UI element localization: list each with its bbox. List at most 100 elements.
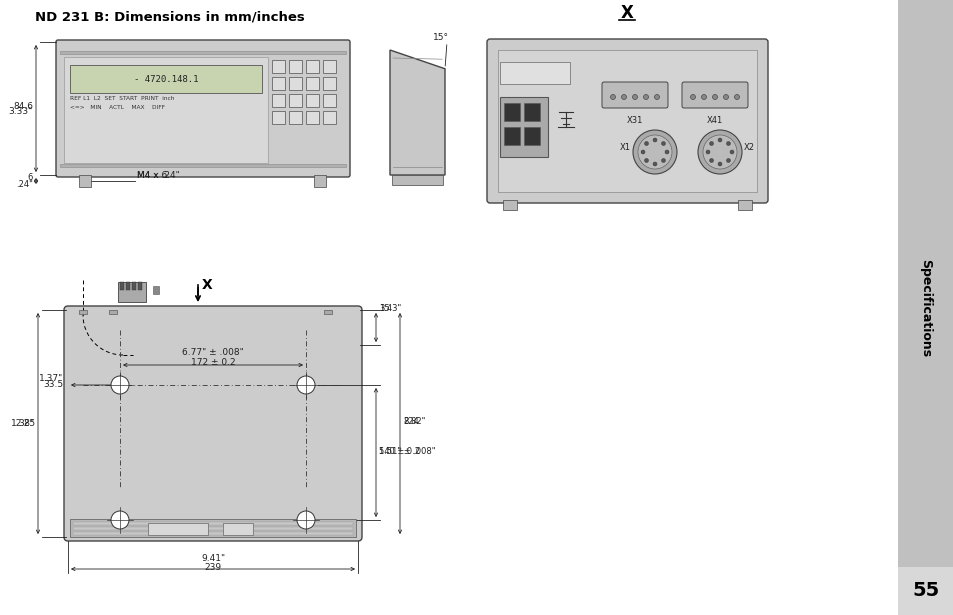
- Circle shape: [644, 159, 648, 162]
- Bar: [502, 200, 517, 210]
- Text: X41: X41: [706, 116, 722, 124]
- Bar: [148, 523, 208, 535]
- Bar: [306, 111, 318, 124]
- Circle shape: [698, 130, 741, 174]
- Text: X2: X2: [743, 143, 754, 151]
- Bar: [523, 103, 539, 121]
- Text: M4 x 6: M4 x 6: [137, 171, 167, 180]
- Text: .24": .24": [16, 180, 33, 189]
- Circle shape: [610, 95, 615, 100]
- Bar: [70, 65, 262, 93]
- Circle shape: [660, 159, 665, 162]
- Bar: [323, 60, 335, 73]
- Circle shape: [718, 138, 721, 142]
- Bar: [306, 77, 318, 90]
- Circle shape: [296, 376, 314, 394]
- Bar: [118, 282, 146, 302]
- Text: 6: 6: [28, 173, 33, 182]
- Text: 9.41": 9.41": [201, 554, 225, 563]
- Bar: [64, 57, 268, 163]
- Text: Specifications: Specifications: [919, 259, 931, 357]
- Circle shape: [729, 150, 733, 154]
- Text: 239: 239: [204, 563, 221, 572]
- Bar: [152, 286, 159, 294]
- Circle shape: [700, 95, 706, 100]
- Bar: [272, 77, 285, 90]
- Circle shape: [726, 141, 730, 146]
- Text: 33.5: 33.5: [43, 380, 63, 389]
- Bar: [109, 310, 117, 314]
- Bar: [289, 60, 302, 73]
- Circle shape: [644, 141, 648, 146]
- Bar: [79, 310, 87, 314]
- Text: - 4720.148.1: - 4720.148.1: [133, 74, 198, 84]
- Circle shape: [722, 95, 728, 100]
- Circle shape: [633, 130, 677, 174]
- Bar: [503, 103, 519, 121]
- Text: 224: 224: [402, 418, 418, 426]
- Bar: [324, 310, 332, 314]
- Bar: [289, 111, 302, 124]
- Text: 140 ± 0.2: 140 ± 0.2: [378, 446, 419, 456]
- Bar: [73, 532, 353, 535]
- Bar: [126, 282, 130, 290]
- FancyBboxPatch shape: [486, 39, 767, 203]
- Bar: [323, 77, 335, 90]
- Circle shape: [709, 159, 713, 162]
- Circle shape: [660, 141, 665, 146]
- Bar: [70, 519, 355, 537]
- Text: X31: X31: [626, 116, 642, 124]
- Bar: [272, 94, 285, 107]
- Circle shape: [709, 141, 713, 146]
- Circle shape: [620, 95, 626, 100]
- Bar: [738, 200, 751, 210]
- Bar: [392, 175, 442, 185]
- Circle shape: [111, 511, 129, 529]
- Circle shape: [643, 95, 648, 100]
- Text: 55: 55: [911, 582, 939, 600]
- Bar: [272, 60, 285, 73]
- Text: 325: 325: [18, 418, 35, 427]
- Circle shape: [638, 135, 671, 169]
- Text: M4 x .24": M4 x .24": [137, 161, 179, 180]
- Bar: [60, 164, 346, 167]
- Bar: [73, 522, 353, 525]
- Circle shape: [654, 95, 659, 100]
- Bar: [499, 62, 569, 84]
- Circle shape: [652, 162, 657, 166]
- Text: ND 231 B: Dimensions in mm/inches: ND 231 B: Dimensions in mm/inches: [35, 10, 304, 23]
- Text: X: X: [202, 278, 213, 292]
- Text: 172 ± 0.2: 172 ± 0.2: [191, 358, 235, 367]
- Text: 84.6: 84.6: [13, 101, 33, 111]
- Text: 1.43": 1.43": [378, 293, 401, 313]
- Circle shape: [296, 511, 314, 529]
- FancyBboxPatch shape: [64, 306, 361, 541]
- Circle shape: [718, 162, 721, 166]
- Bar: [497, 50, 757, 192]
- Bar: [79, 175, 91, 187]
- Text: 1.37": 1.37": [39, 374, 63, 383]
- Bar: [897, 567, 953, 615]
- Bar: [60, 51, 346, 54]
- Text: 6.77" ± .008": 6.77" ± .008": [182, 348, 244, 357]
- Bar: [306, 60, 318, 73]
- Bar: [499, 97, 547, 157]
- Text: 8.82": 8.82": [402, 407, 425, 426]
- Bar: [289, 94, 302, 107]
- Bar: [120, 282, 124, 290]
- Bar: [73, 527, 353, 530]
- Bar: [897, 0, 953, 615]
- FancyBboxPatch shape: [681, 82, 747, 108]
- Circle shape: [702, 135, 737, 169]
- Text: X1: X1: [619, 143, 630, 151]
- Circle shape: [734, 95, 739, 100]
- FancyBboxPatch shape: [601, 82, 667, 108]
- Circle shape: [640, 150, 644, 154]
- Text: REF L1  L2  SET  START  PRINT  inch: REF L1 L2 SET START PRINT inch: [70, 96, 174, 101]
- Bar: [323, 111, 335, 124]
- Bar: [289, 77, 302, 90]
- Bar: [306, 94, 318, 107]
- Circle shape: [726, 159, 730, 162]
- Bar: [523, 127, 539, 145]
- Circle shape: [111, 376, 129, 394]
